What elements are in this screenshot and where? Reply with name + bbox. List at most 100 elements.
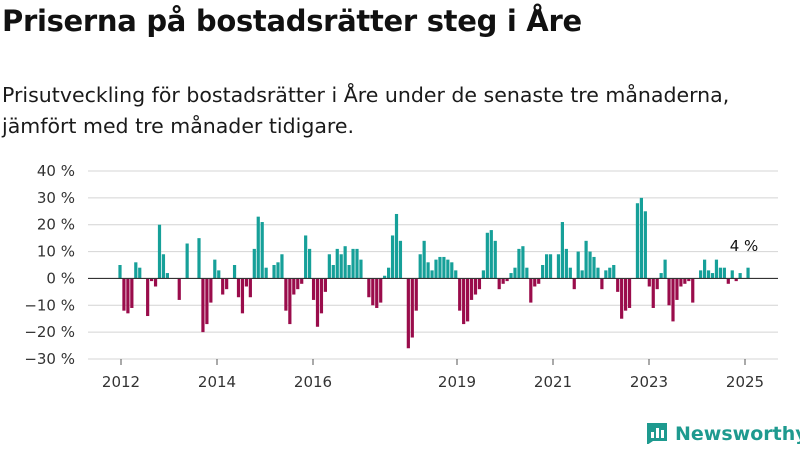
bar [469,278,474,300]
bar [165,273,169,279]
bar [150,278,154,282]
bar [592,256,596,279]
bar [157,224,162,279]
bar [232,265,237,279]
y-tick-label: −20 % [24,323,75,341]
bar [576,251,580,279]
bar [533,278,537,287]
bar [691,278,695,303]
bar [414,278,418,311]
bar [426,262,430,279]
bar [430,270,434,279]
bar [525,267,529,279]
bar [489,230,493,279]
bar [446,259,450,279]
chart-title: Priserna på bostadsrätter steg i Åre [2,4,582,38]
bar [612,265,616,279]
bar [564,248,568,279]
x-tick-label: 2021 [534,373,572,391]
bar [517,248,521,279]
bar [699,270,703,279]
bar [315,278,320,327]
bar [651,278,655,308]
bar [288,278,292,325]
y-tick-label: 20 % [37,216,75,234]
bar [359,259,363,279]
bar [434,259,438,279]
bar [343,246,347,279]
bar [153,278,158,287]
bar [264,267,268,279]
bar [418,254,422,279]
y-tick-label: 10 % [37,243,75,261]
bar [122,278,126,311]
bar [497,278,501,290]
bar [580,270,584,279]
bar [501,278,505,284]
bar [213,259,217,279]
bar [616,278,620,292]
bar [687,278,691,282]
bar [738,273,742,279]
bar [671,278,675,322]
bar [272,265,276,279]
bar [718,267,722,279]
bar [217,270,221,279]
bar [422,240,426,279]
chart-subtitle: Prisutveckling för bostadsrätter i Åre u… [2,83,730,138]
bar-chart-icon [645,420,669,448]
bar [161,254,166,279]
bar [201,278,205,333]
bar [624,278,628,311]
y-tick-label: −30 % [24,350,75,368]
bar [675,278,679,300]
bar [126,278,130,314]
bar [706,270,711,279]
bar [703,259,707,279]
bar [410,278,414,338]
bar [240,278,245,314]
x-tick-label: 2019 [438,373,476,391]
bar [556,254,561,279]
bar [260,222,264,279]
bar [284,278,288,311]
bar [300,278,304,284]
bar [600,278,604,290]
bar [323,278,327,292]
x-axis: 2012 2014 2016 2019 2021 2023 2025 [102,359,764,391]
bar [541,265,545,279]
bar [655,278,659,290]
bar [406,278,410,349]
bar [252,248,256,279]
bar [667,278,671,306]
bar [529,278,533,303]
bar [726,278,730,284]
bar [209,278,213,303]
bar [548,254,553,279]
y-axis-labels: 40 % 30 % 20 % 10 % 0 % −10 % −20 % −30 % [24,162,75,368]
x-tick-label: 2025 [726,373,764,391]
bar [244,278,248,287]
bar [118,265,122,279]
bar [221,278,225,295]
newsworthy-logo: Newsworthy [645,420,800,448]
bar [730,270,734,279]
bar [568,267,572,279]
bar [481,270,485,279]
bar [485,232,489,279]
bars [88,197,778,349]
bar [394,213,399,279]
bar [627,278,632,308]
bar [351,248,355,279]
bar [635,203,640,279]
bar [505,278,509,282]
bar [458,278,462,311]
bar [292,278,296,295]
x-tick-label: 2014 [198,373,236,391]
bar [473,278,478,295]
bar [311,278,316,300]
bar [177,278,181,300]
bar [236,278,241,298]
bar [659,273,663,279]
